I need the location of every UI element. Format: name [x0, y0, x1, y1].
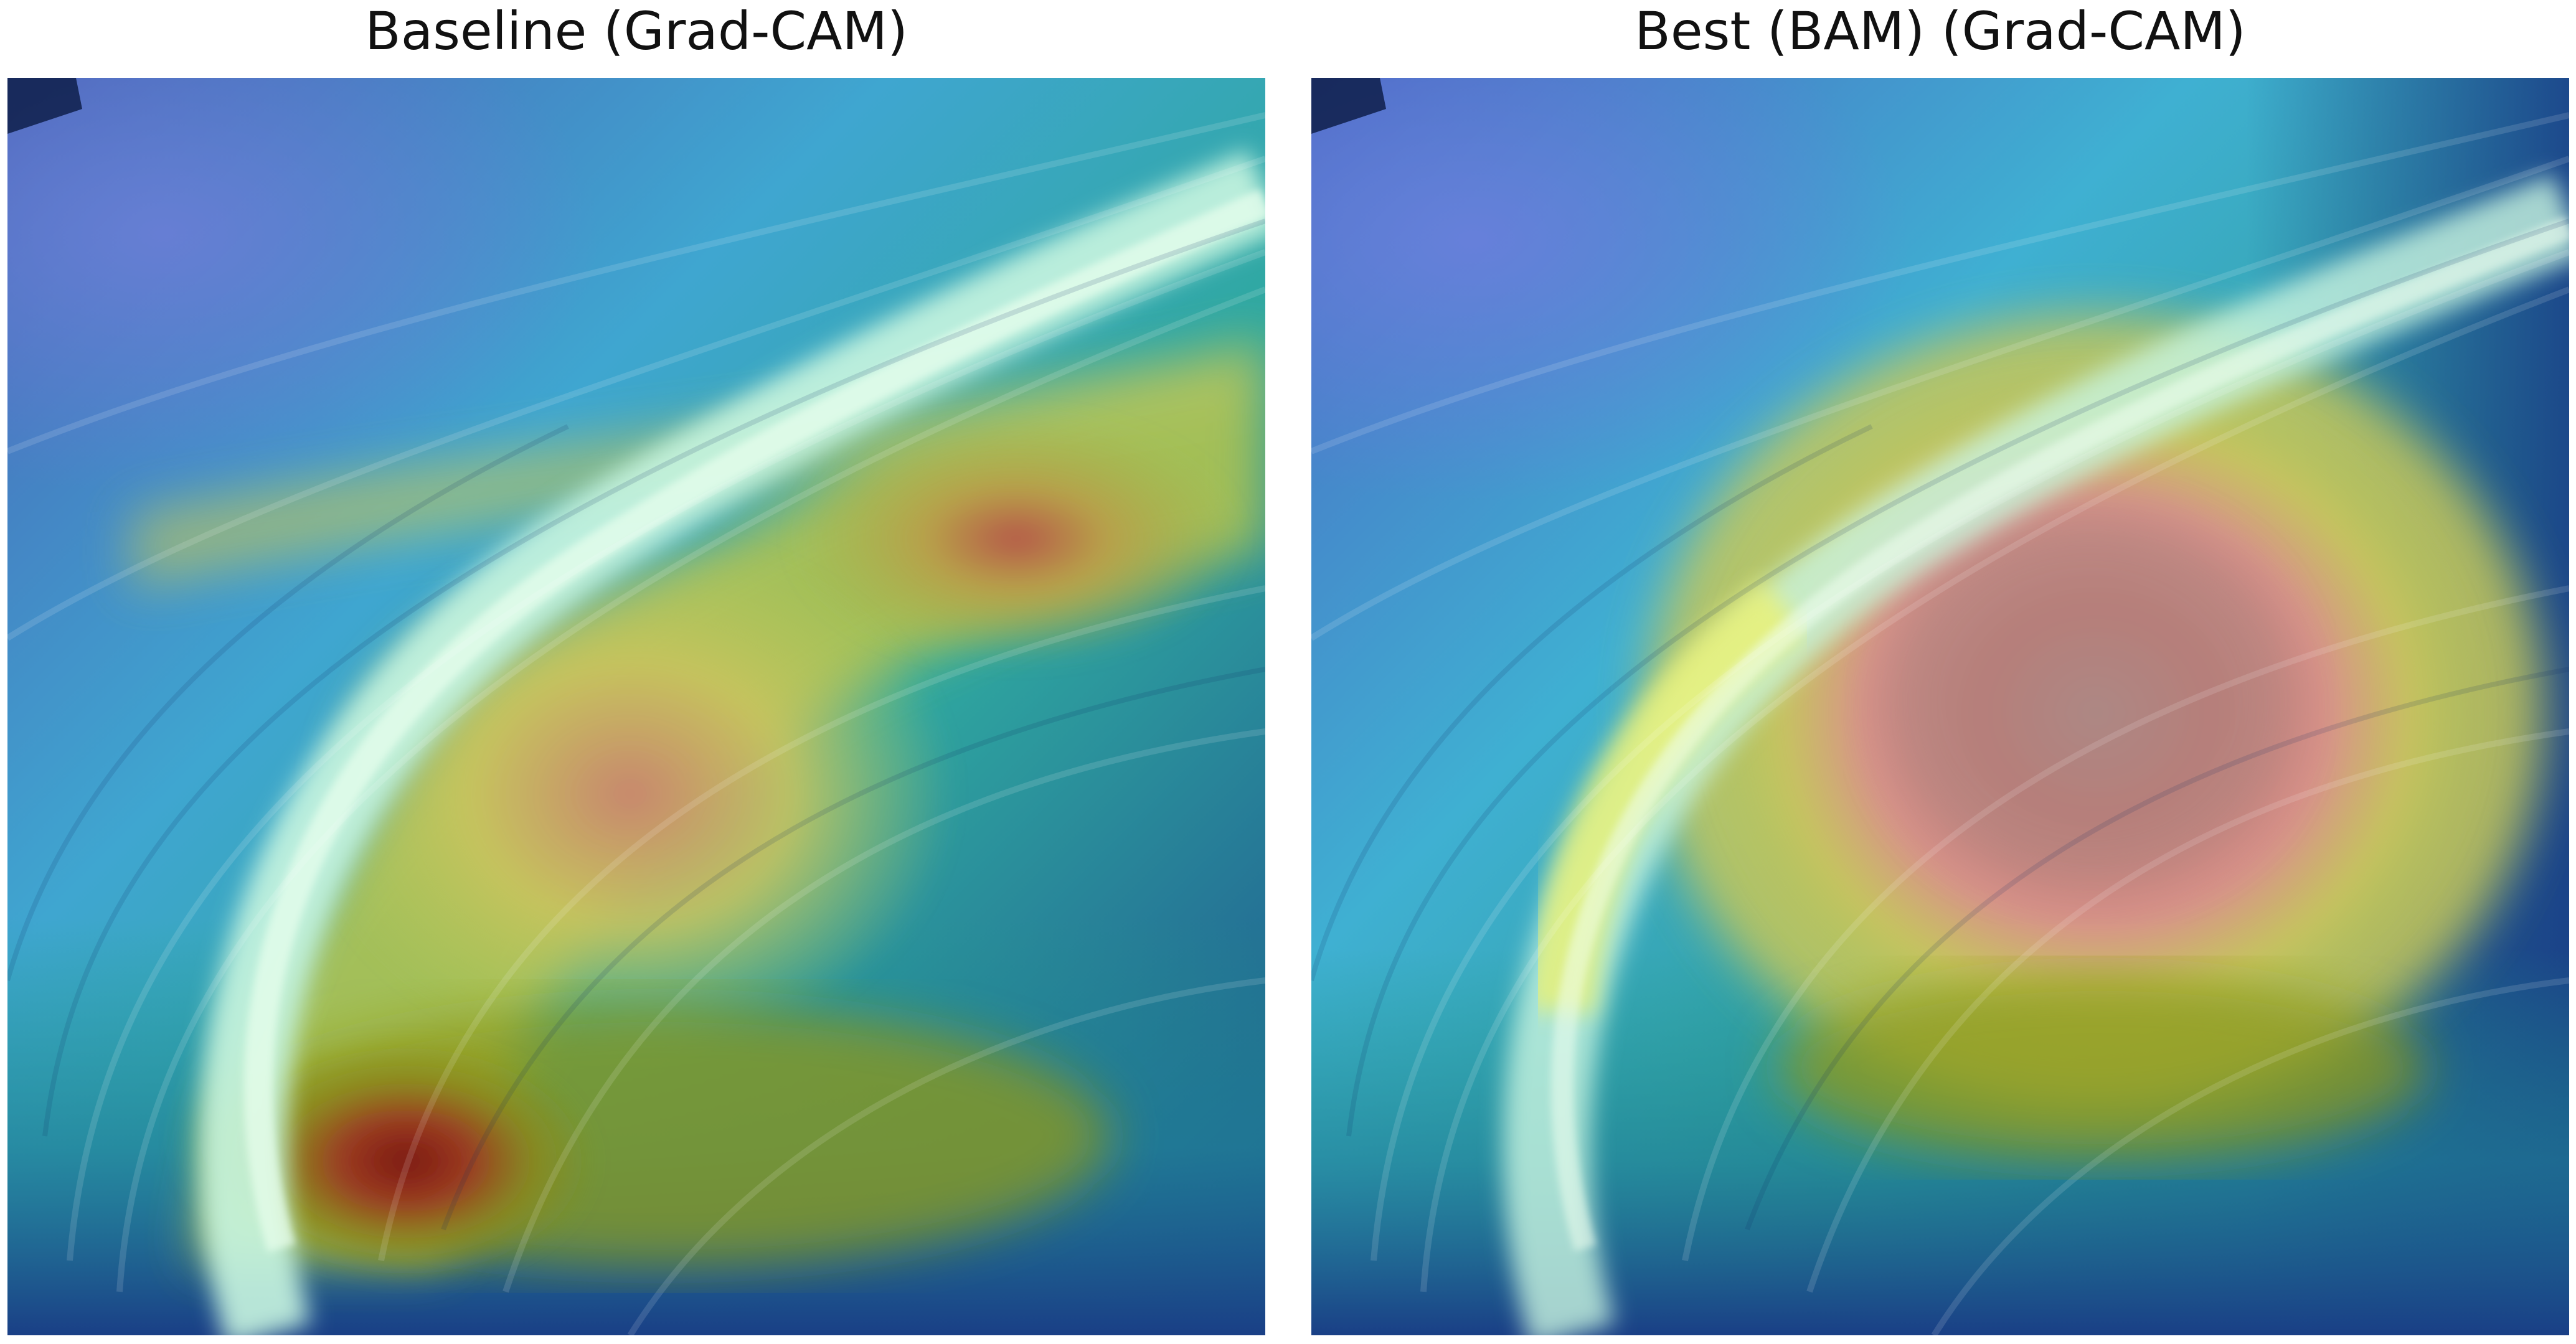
heatmap-panel-baseline	[7, 78, 1265, 1335]
heatmap-image-baseline	[7, 78, 1265, 1335]
heatmap-image-best-bam	[1311, 78, 2569, 1335]
panel-title-best-bam: Best (BAM) (Grad-CAM)	[1635, 1, 2246, 62]
panel-title-baseline: Baseline (Grad-CAM)	[365, 1, 908, 62]
heatmap-panel-best-bam	[1311, 78, 2569, 1335]
